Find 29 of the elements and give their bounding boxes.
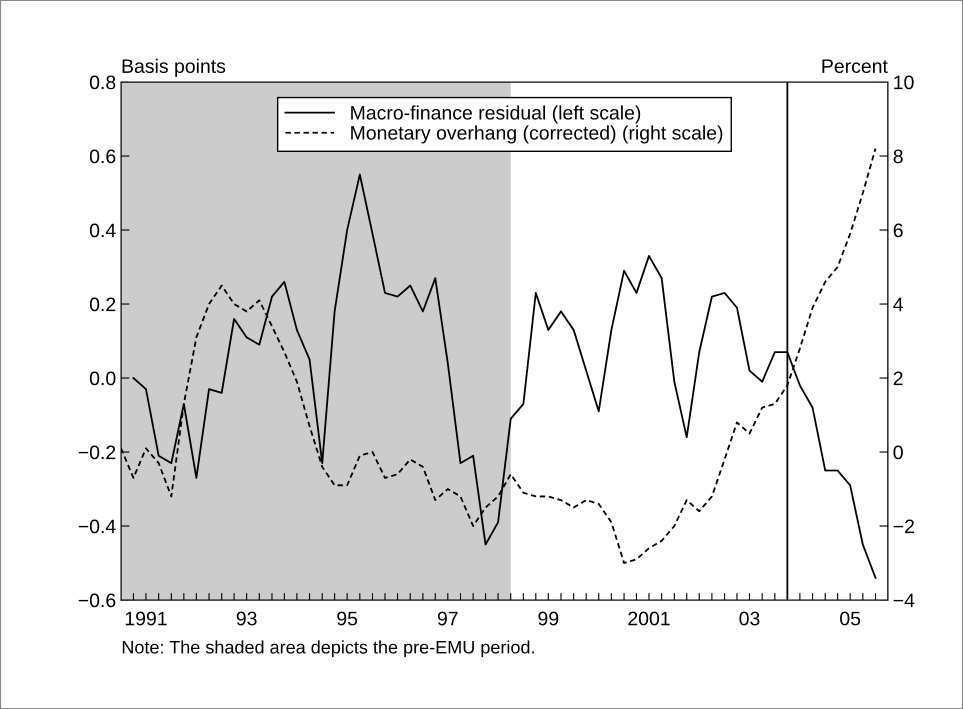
- y2-axis-title: Percent: [822, 59, 888, 74]
- legend-label: Macro-finance residual (left scale): [351, 105, 640, 124]
- y2-tick-label: 2: [894, 371, 903, 386]
- y2-tick-label: −2: [894, 519, 914, 534]
- y-tick-label: −0.6: [78, 593, 116, 608]
- y-tick-label: 0.2: [90, 297, 116, 312]
- x-tick-label: 1991: [126, 612, 167, 626]
- y-tick-label: 0.0: [90, 371, 116, 386]
- y-tick-label: −0.2: [78, 445, 116, 460]
- y2-tick-label: −4: [894, 594, 914, 608]
- y-tick-label: 0.8: [90, 76, 116, 90]
- y2-tick-label: 8: [894, 150, 903, 164]
- y2-tick-label: 4: [893, 298, 903, 312]
- y-tick-label: −0.4: [78, 519, 116, 534]
- x-tick-label: 99: [538, 612, 558, 626]
- x-tick-label: 95: [337, 612, 358, 626]
- legend-label: Monetary overhang (corrected) (right scale): [351, 125, 722, 144]
- x-tick-label: 03: [739, 612, 760, 626]
- y2-tick-label: 0: [894, 445, 903, 460]
- y2-tick-label: 10: [894, 76, 914, 90]
- x-tick-label: 93: [236, 612, 257, 626]
- y-tick-label: 0.6: [90, 150, 116, 164]
- y2-tick-label: 6: [894, 224, 903, 238]
- x-tick-label: 05: [840, 612, 860, 626]
- text: Note: The shaded area depicts the pre-EMU period.: [122, 640, 534, 658]
- y-axis-title: Basis points: [122, 58, 226, 77]
- y-tick-label: 0.4: [90, 224, 116, 238]
- x-tick-label: 2001: [628, 612, 670, 626]
- x-tick-label: 97: [438, 612, 458, 626]
